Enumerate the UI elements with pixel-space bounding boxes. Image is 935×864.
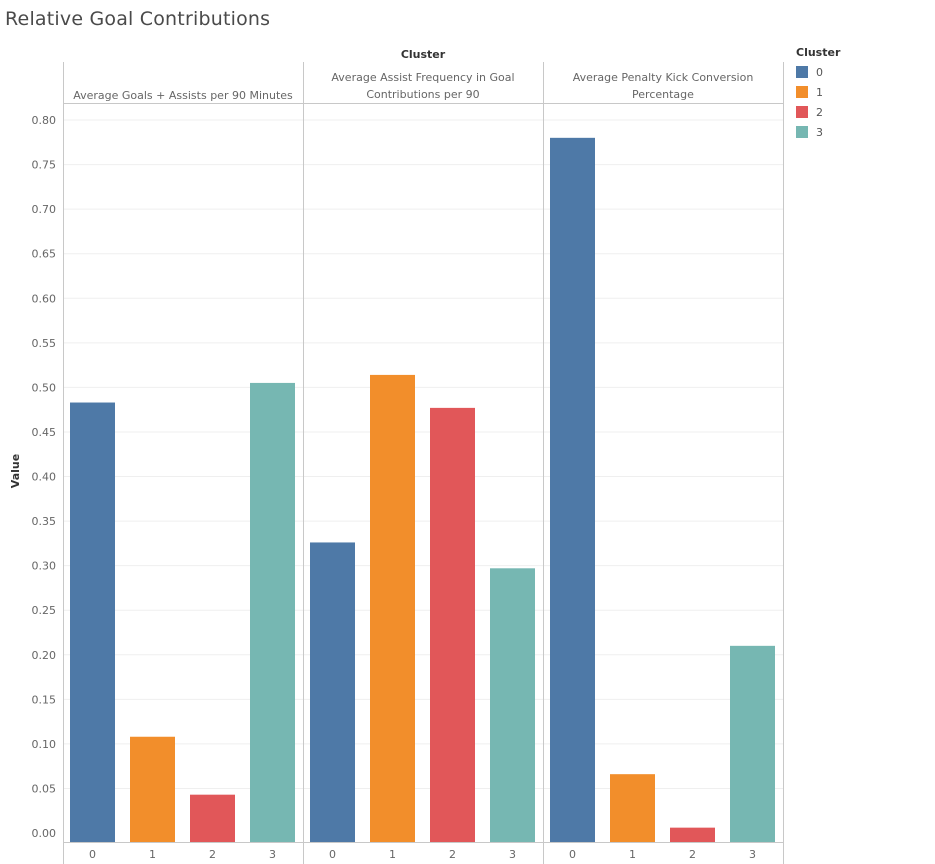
x-tick-label: 3 — [749, 848, 756, 861]
bar — [730, 645, 775, 842]
y-tick-label: 0.75 — [32, 159, 57, 172]
y-tick-label: 0.30 — [32, 560, 57, 573]
chart-title: Relative Goal Contributions — [5, 8, 271, 30]
bar — [490, 568, 535, 842]
legend-item[interactable]: 2 — [796, 102, 840, 122]
x-tick-label: 3 — [269, 848, 276, 861]
x-tick-label: 0 — [569, 848, 576, 861]
legend: Cluster 0 1 2 3 — [796, 46, 840, 142]
y-tick-label: 0.70 — [32, 203, 57, 216]
panel-title: Average Assist Frequency in Goal — [331, 71, 514, 84]
panel-title: Contributions per 90 — [366, 88, 479, 101]
y-axis-label: Value — [9, 454, 22, 488]
y-tick-label: 0.60 — [32, 292, 57, 305]
legend-label: 3 — [816, 125, 823, 139]
y-tick-label: 0.80 — [32, 114, 57, 127]
bar — [670, 827, 715, 842]
y-tick-label: 0.65 — [32, 248, 57, 261]
legend-swatch — [796, 106, 808, 118]
legend-item[interactable]: 3 — [796, 122, 840, 142]
bar — [370, 374, 415, 842]
legend-item[interactable]: 1 — [796, 82, 840, 102]
x-tick-label: 1 — [149, 848, 156, 861]
legend-label: 1 — [816, 85, 823, 99]
x-tick-label: 3 — [509, 848, 516, 861]
x-tick-label: 1 — [389, 848, 396, 861]
legend-swatch — [796, 86, 808, 98]
x-tick-label: 0 — [89, 848, 96, 861]
y-tick-label: 0.50 — [32, 381, 57, 394]
legend-label: 0 — [816, 65, 823, 79]
y-tick-label: 0.15 — [32, 693, 57, 706]
bar — [190, 794, 235, 842]
y-tick-label: 0.35 — [32, 515, 57, 528]
x-tick-label: 0 — [329, 848, 336, 861]
legend-label: 2 — [816, 105, 823, 119]
y-tick-label: 0.40 — [32, 471, 57, 484]
bar — [130, 736, 175, 842]
legend-swatch — [796, 66, 808, 78]
bar — [70, 402, 115, 842]
legend-title: Cluster — [796, 46, 841, 59]
bar — [550, 137, 595, 842]
chart-area: 0.00 0.05 0.10 0.15 0.20 0.25 0.30 0.35 0.40 0.45… — [9, 48, 784, 864]
legend-swatch — [796, 126, 808, 138]
legend-item[interactable]: 0 — [796, 62, 840, 82]
y-tick-label: 0.10 — [32, 738, 57, 751]
x-tick-label: 2 — [209, 848, 216, 861]
x-tick-label: 2 — [449, 848, 456, 861]
y-tick-label: 0.45 — [32, 426, 57, 439]
x-tick-label: 2 — [689, 848, 696, 861]
panel-title: Average Penalty Kick Conversion — [573, 71, 754, 84]
panel-title: Percentage — [632, 88, 694, 101]
bar — [430, 407, 475, 842]
bar — [250, 382, 295, 842]
y-tick-label: 0.05 — [32, 782, 57, 795]
y-tick-label: 0.00 — [32, 827, 57, 840]
x-tick-label: 1 — [629, 848, 636, 861]
bar — [610, 774, 655, 842]
y-tick-label: 0.25 — [32, 604, 57, 617]
y-tick-label: 0.20 — [32, 649, 57, 662]
y-tick-label: 0.55 — [32, 337, 57, 350]
bar — [310, 542, 355, 842]
column-header: Cluster — [401, 48, 446, 61]
panel-title: Average Goals + Assists per 90 Minutes — [73, 89, 293, 102]
